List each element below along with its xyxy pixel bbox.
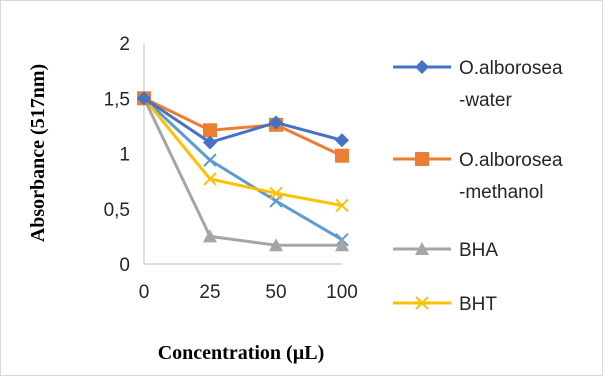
data-point-series-1 [137, 91, 151, 106]
data-point-series-2 [335, 148, 349, 163]
y-tick-label: 2 [119, 34, 130, 55]
legend: O.alborosea -water O.alborosea -methanol BHA… [393, 58, 563, 315]
legend-marker [415, 242, 429, 255]
data-point-series-1 [203, 135, 217, 150]
legend-label: O.alborosea [459, 58, 563, 79]
series-line-4 [142, 97, 343, 207]
legend-label: -methanol [459, 182, 544, 203]
data-point-series-3 [269, 238, 283, 252]
x-axis-title: Concentration (µL) [158, 342, 325, 364]
series-line-2 [143, 96, 343, 158]
data-point-series-4 [203, 172, 217, 186]
data-point-series-2 [203, 123, 217, 138]
series-line-5 [142, 97, 343, 241]
y-tick-label: 0 [119, 255, 130, 276]
x-tick-label: 100 [326, 282, 358, 303]
data-point-series-3 [203, 229, 217, 243]
y-tick-label: 1,5 [104, 89, 130, 110]
series-line-1 [143, 97, 343, 144]
data-point-series-4 [335, 198, 349, 213]
legend-marker [415, 60, 429, 74]
legend-marker [415, 296, 429, 310]
data-point-series-1 [269, 115, 283, 130]
legend-label: BHT [459, 294, 497, 315]
legend-label: -water [459, 90, 512, 111]
legend-marker [415, 152, 429, 166]
data-point-series-4 [269, 186, 283, 200]
legend-label: BHA [459, 240, 498, 261]
series-line-3 [142, 97, 342, 247]
data-point-series-3 [335, 238, 349, 252]
y-tick-label: 1 [119, 145, 130, 166]
x-tick-label: 25 [199, 282, 220, 303]
y-tick-label: 0,5 [104, 200, 130, 221]
legend-label: O.alborosea [459, 150, 563, 171]
y-axis-title: Absorbance (517nm) [27, 64, 49, 242]
data-point-series-1 [335, 133, 349, 148]
data-point-series-5 [203, 153, 217, 167]
x-tick-label: 50 [265, 282, 286, 303]
x-tick-label: 0 [139, 282, 150, 303]
